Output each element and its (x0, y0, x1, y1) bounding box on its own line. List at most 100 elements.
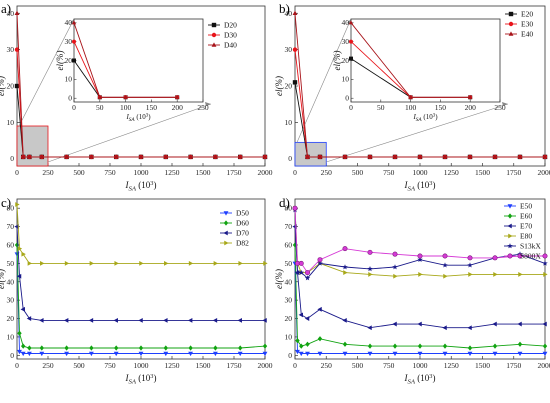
panel-a-inset-x-tick-label: 200 (172, 103, 184, 112)
panel-a-x-tick-label: 1250 (165, 168, 180, 177)
panel-d-data-point (342, 246, 348, 252)
panel-b-inset-y-tick-label: 0 (345, 94, 349, 103)
panel-d-data-point (442, 262, 448, 268)
panel-a-inset-x-axis-label-xlabel-exp: 3 (146, 114, 149, 119)
panel-b-data-point (392, 154, 398, 159)
panel-d-x-axis-label-xlabel-main: I (404, 373, 409, 383)
panel-c-y-tick-label: 40 (7, 277, 15, 286)
panel-d-x-tick-label: 250 (321, 361, 333, 370)
panel-c-data-point (238, 260, 243, 266)
panel-c-x-tick-label: 0 (15, 361, 19, 370)
panel-d-data-point (467, 351, 473, 357)
panel-a-inset-x-axis-label-xlabel-close: ) (148, 113, 151, 121)
panel-b-data-point (417, 154, 423, 159)
panel-a-data-point (237, 154, 243, 159)
panel-a-y-axis-label: el(%) (0, 76, 6, 96)
panel-b-inset-x-axis-label: ISA (103) (412, 113, 438, 123)
panel-d-data-point (417, 351, 423, 357)
panel-c-data-point (40, 260, 45, 266)
panel-a-x-axis-label-xlabel-main: I (125, 180, 130, 190)
panel-c-data-point (138, 345, 144, 351)
panel-c-data-point (212, 317, 218, 323)
panel-c-data-point (188, 260, 194, 266)
panel-a-x-axis-label: ISA (103) (125, 180, 157, 192)
panel-a-data-point (14, 83, 20, 89)
panel-c-series-d50 (14, 252, 268, 357)
panel-d-data-point (517, 253, 523, 259)
panel-a-x-tick-label: 1500 (196, 168, 211, 177)
panel-b-data-point (367, 154, 373, 159)
panel-b-x-axis-label-xlabel-close: ) (432, 180, 435, 190)
panel-b-legend-marker (508, 21, 514, 27)
panel-b-x-tick-label: 250 (321, 168, 333, 177)
panel-a-y-tick-label: 10 (7, 118, 15, 127)
panel-c-data-point (64, 260, 70, 266)
panel-b-y-tick-label: 0 (288, 154, 292, 163)
panel-c-data-point (213, 345, 218, 351)
panel-b-series-e40 (292, 10, 548, 159)
panel-d-data-point (392, 264, 398, 270)
panel-d-data-point (342, 317, 347, 323)
panel-b-y-tick-label: 20 (285, 82, 293, 91)
panel-c-data-point (20, 306, 25, 312)
panel-b: b)02505007501000125015001750200001020304… (274, 1, 550, 192)
panel-c-y-tick-label: 10 (7, 332, 15, 341)
panel-c-legend-entry: D82 (236, 239, 249, 248)
panel-a-data-point (113, 154, 119, 159)
panel-a-data-point (212, 154, 218, 159)
panel-d-data-point (367, 266, 373, 272)
panel-c-data-point (188, 345, 193, 351)
panel-d-series-s800x (292, 205, 548, 276)
panel-d-data-point (317, 260, 323, 266)
panel-c-data-point (113, 317, 118, 323)
panel-c-y-tick-label: 60 (7, 240, 15, 249)
panel-b-inset-data-point (408, 94, 413, 99)
panel-b-inset-x-tick-label: 50 (377, 103, 385, 112)
panel-d-data-point (298, 269, 304, 275)
panel-d-series-e70 (292, 224, 547, 331)
panel-d-legend-marker (507, 223, 512, 229)
panel-b-data-point (292, 80, 298, 85)
panel-b-x-axis-label: ISA (103) (404, 180, 436, 192)
panel-b-x-tick-label: 1500 (475, 168, 490, 177)
panel-d-data-point (518, 271, 523, 277)
panel-c-series-d82 (15, 202, 268, 266)
panel-d-legend-marker (507, 213, 513, 219)
panel-c-x-tick-label: 1000 (134, 361, 149, 370)
panel-d-data-point (467, 262, 473, 268)
panel-a-inset-data-point (123, 94, 128, 99)
panel-d-series-line (294, 208, 545, 277)
panel-b-x-axis-label-xlabel-unit: (10 (415, 180, 430, 190)
panel-d-data-point (343, 270, 348, 275)
panel-b-zoom-arrow-right (326, 103, 509, 163)
panel-c-data-point (163, 345, 168, 351)
panel-c-series-line (16, 226, 265, 321)
panel-d-data-point (294, 269, 301, 275)
panel-d-legend-marker (507, 204, 513, 209)
panel-c-data-point (212, 351, 218, 357)
panel-c-x-axis-label-xlabel-unit: (10 (136, 373, 151, 383)
panel-b-zoom-arrow-head-right (502, 102, 508, 106)
panel-d-data-point (292, 205, 298, 211)
panel-c-data-point (17, 349, 22, 355)
panel-d-x-axis-label-xlabel-unit: (10 (415, 373, 430, 383)
panel-d-data-point (492, 255, 498, 261)
panel-a-data-point (163, 154, 169, 159)
panel-b-data-point (292, 10, 298, 16)
panel-a-legend-marker (211, 32, 217, 38)
panel-c-x-axis-label: ISA (103) (125, 373, 157, 385)
panel-b-x-tick-label: 2000 (538, 168, 550, 177)
panel-d-data-point (342, 341, 348, 347)
panel-d-data-point (368, 271, 373, 277)
panel-a-y-tick-label: 40 (7, 9, 15, 18)
panel-a-legend-marker (211, 22, 217, 28)
panel-b-x-axis-label-xlabel-sub: SA (408, 185, 416, 192)
panel-c-data-point (89, 260, 95, 266)
panel-d-x-tick-label: 2000 (538, 361, 550, 370)
panel-b-x-tick-label: 750 (383, 168, 395, 177)
panel-d-data-point (467, 255, 473, 261)
panel-c-data-point (237, 351, 243, 357)
panel-d-data-point (542, 343, 548, 349)
panel-d-data-point (542, 253, 548, 259)
